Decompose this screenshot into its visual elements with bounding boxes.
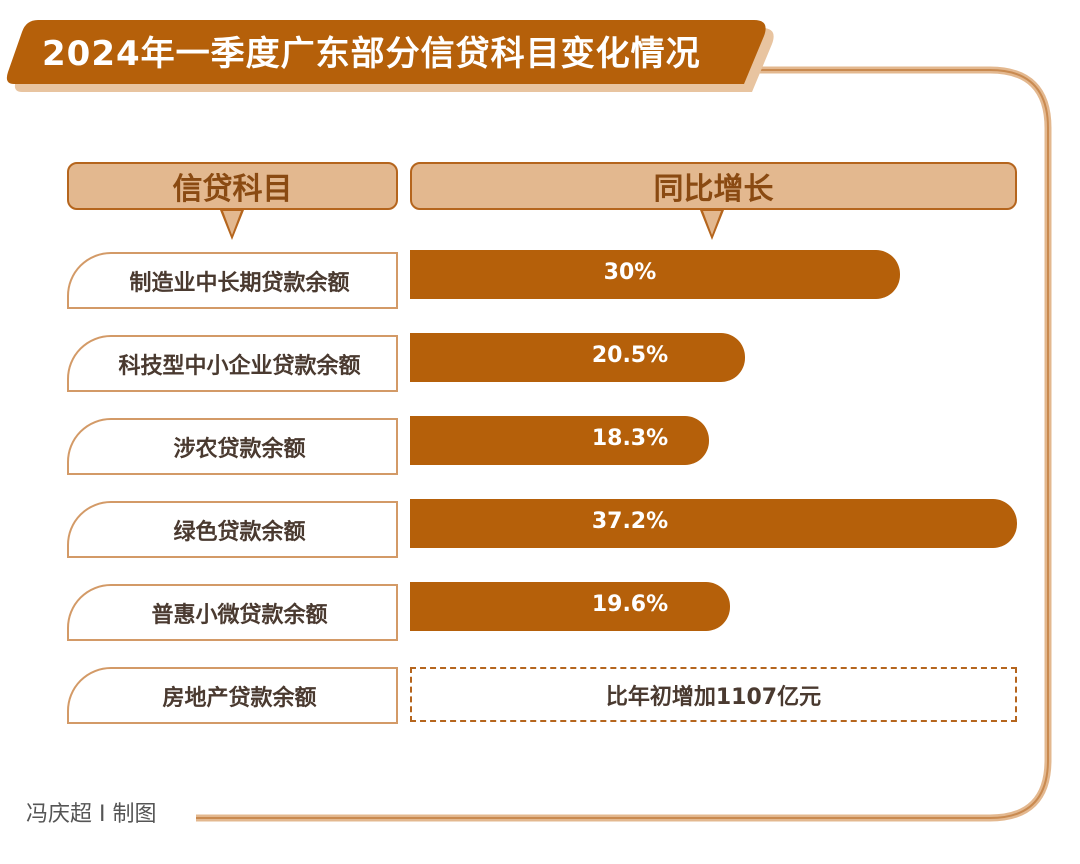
bar-value-label: 30% xyxy=(603,260,657,285)
category-label: 制造业中长期贷款余额 xyxy=(67,252,398,309)
header-category-pointer xyxy=(220,210,244,240)
bar-value-label: 19.6% xyxy=(591,592,669,617)
header-value-pointer xyxy=(700,210,724,240)
bar: 19.6% xyxy=(410,582,730,631)
category-label: 涉农贷款余额 xyxy=(67,418,398,475)
real-estate-note: 比年初增加1107亿元 xyxy=(410,667,1017,722)
bar: 37.2% xyxy=(410,499,1017,548)
bar-value-label: 37.2% xyxy=(591,509,669,534)
category-label: 普惠小微贷款余额 xyxy=(67,584,398,641)
bar-value-label: 20.5% xyxy=(591,343,669,368)
bar-value-label: 18.3% xyxy=(591,426,669,451)
category-label-real-estate: 房地产贷款余额 xyxy=(67,667,398,724)
credit: 冯庆超 I 制图 xyxy=(26,802,157,827)
bar: 30% xyxy=(410,250,900,299)
header-value: 同比增长 xyxy=(410,162,1017,210)
chart-title: 2024年一季度广东部分信贷科目变化情况 xyxy=(42,34,701,74)
category-label: 科技型中小企业贷款余额 xyxy=(67,335,398,392)
bar: 18.3% xyxy=(410,416,709,465)
header-category: 信贷科目 xyxy=(67,162,398,210)
category-label: 绿色贷款余额 xyxy=(67,501,398,558)
bar: 20.5% xyxy=(410,333,745,382)
